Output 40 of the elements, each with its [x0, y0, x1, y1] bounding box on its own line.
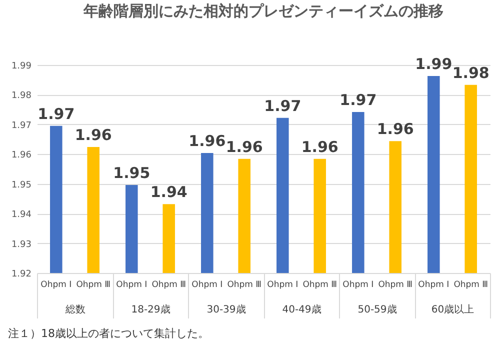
data-label: 1.97: [264, 96, 302, 115]
data-label: 1.98: [452, 64, 490, 82]
text: Ohpm Ⅲ: [152, 280, 186, 290]
text: 注１）18歳以上の者について集計した。: [8, 326, 209, 341]
data-label: 1.96: [301, 138, 338, 156]
chart-title: 年齢階層別にみた相対的プレゼンティーイズムの推移: [82, 2, 444, 20]
data-label: 1.96: [74, 126, 112, 144]
y-tick-label: 1.98: [11, 91, 32, 102]
series-label: Ohpm Ⅲ: [76, 280, 111, 290]
data-label: 1.96: [376, 120, 414, 138]
x-tick-label: 40-49歳: [282, 304, 322, 316]
data-label: 1.97: [340, 90, 377, 109]
y-tick-label: 1.99: [11, 62, 32, 72]
data-label: 1.96: [188, 132, 226, 150]
y-tick-label: 1.93: [11, 240, 32, 250]
text: Ohpm Ⅰ: [192, 280, 223, 290]
y-tick-label: 1.94: [11, 210, 32, 220]
y-tick-label: 1.96: [11, 150, 32, 161]
x-tick-label: 60歳以上: [431, 304, 474, 316]
x-tick-label: 総数: [64, 304, 86, 316]
text: Ohpm Ⅲ: [302, 280, 338, 290]
text: Ohpm Ⅰ: [342, 280, 374, 290]
text: Ohpm Ⅰ: [40, 280, 72, 290]
text: Ohpm Ⅲ: [227, 280, 262, 290]
y-tick-label: 1.97: [11, 120, 32, 131]
data-label: 1.95: [113, 164, 150, 182]
data-label: 1.94: [150, 183, 188, 202]
text: Ohpm Ⅰ: [418, 280, 450, 290]
text: Ohpm Ⅲ: [378, 280, 413, 290]
data-label: 1.99: [415, 54, 452, 73]
y-tick-label: 1.95: [11, 180, 32, 190]
y-tick-label: 1.92: [11, 270, 32, 280]
data-label: 1.97: [38, 104, 75, 123]
data-label: 1.96: [226, 138, 263, 156]
x-tick-label: 50-59歳: [358, 304, 397, 316]
series-label: Ohpm Ⅰ: [267, 280, 298, 290]
text: Ohpm Ⅲ: [454, 280, 488, 290]
x-tick-label: 30-39歳: [206, 304, 246, 316]
text: Ohpm Ⅰ: [116, 280, 148, 290]
x-tick-label: 18-29歳: [131, 304, 170, 316]
